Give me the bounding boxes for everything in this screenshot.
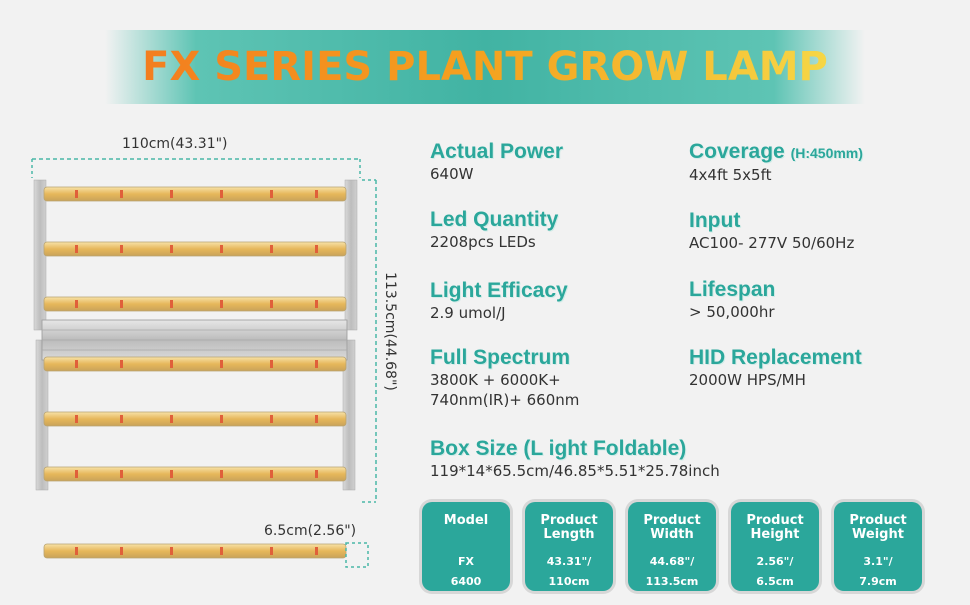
spec-label: Coverage (H:450mm) — [689, 140, 863, 165]
product-illustration — [0, 120, 410, 600]
spec-value: > 50,000hr — [689, 303, 775, 321]
spec-light-efficacy: Light Efficacy 2.9 umol/J — [430, 279, 568, 323]
card-value: 6.5cm — [756, 575, 794, 588]
card-label: Product — [746, 513, 804, 528]
card-label: Width — [650, 527, 694, 542]
card-label: Model — [443, 513, 489, 528]
spec-value: 4x4ft 5x5ft — [689, 166, 772, 184]
card-label: Length — [543, 527, 595, 542]
page-title: FX SERIES PLANT GROW LAMP — [105, 30, 865, 104]
card-value: 3.1"/ — [863, 555, 893, 568]
card-height: Product Height 2.56"/ 6.5cm — [731, 502, 819, 591]
card-value: 2.56"/ — [756, 555, 794, 568]
card-model: Model FX 6400 — [422, 502, 510, 591]
spec-value: 119*14*65.5cm/46.85*5.51*25.78inch — [430, 462, 720, 480]
spec-led-quantity: Led Quantity 2208pcs LEDs — [430, 208, 558, 252]
card-width: Product Width 44.68"/ 113.5cm — [628, 502, 716, 591]
spec-label: Led Quantity — [430, 208, 559, 231]
card-label: Weight — [852, 527, 904, 542]
spec-box-size: Box Size (L ight Foldable) 119*14*65.5cm… — [430, 437, 720, 481]
spec-actual-power: Actual Power 640W — [430, 140, 563, 184]
spec-label: Input — [689, 209, 741, 232]
card-value: 113.5cm — [645, 575, 699, 588]
single-bar-view — [43, 542, 369, 568]
spec-value: 740nm(IR)+ 660nm — [430, 391, 580, 409]
lamp-diagram — [31, 158, 377, 568]
led-bars — [43, 186, 347, 482]
card-label: Height — [750, 527, 800, 542]
spec-value: AC100- 277V 50/60Hz — [689, 234, 855, 252]
spec-lifespan: Lifespan > 50,000hr — [689, 278, 775, 322]
bar-dimension-label: 6.5cm(2.56") — [264, 523, 357, 539]
coverage-label: Coverage — [689, 140, 785, 163]
card-value: 110cm — [548, 575, 590, 588]
spec-label: HID Replacement — [689, 346, 862, 369]
spec-value: 2000W HPS/MH — [689, 371, 806, 389]
spec-label: Box Size (L ight Foldable) — [430, 437, 687, 460]
spec-label: Light Efficacy — [430, 279, 568, 302]
card-value: 6400 — [450, 575, 482, 588]
card-label: Product — [643, 513, 701, 528]
coverage-note: (H:450mm) — [790, 145, 863, 161]
spec-value: 2.9 umol/J — [430, 304, 506, 322]
height-dimension-label: 113.5cm(44.68") — [382, 272, 398, 391]
spec-hid-replacement: HID Replacement 2000W HPS/MH — [689, 346, 862, 390]
card-label: Product — [849, 513, 907, 528]
spec-value: 640W — [430, 165, 474, 183]
spec-value: 3800K + 6000K+ — [430, 371, 561, 389]
card-value: 7.9cm — [859, 575, 897, 588]
title-banner — [105, 30, 865, 104]
card-value: 44.68"/ — [649, 555, 695, 568]
spec-coverage: Coverage (H:450mm) 4x4ft 5x5ft — [689, 140, 863, 185]
spec-label: Lifespan — [689, 278, 776, 301]
card-length: Product Length 43.31"/ 110cm — [525, 502, 613, 591]
card-label: Product — [540, 513, 598, 528]
spec-input: Input AC100- 277V 50/60Hz — [689, 209, 854, 253]
card-value: FX — [458, 555, 474, 568]
card-value: 43.31"/ — [546, 555, 592, 568]
width-dimension-label: 110cm(43.31") — [122, 136, 228, 152]
spec-label: Full Spectrum — [430, 346, 571, 369]
card-weight: Product Weight 3.1"/ 7.9cm — [834, 502, 922, 591]
spec-label: Actual Power — [430, 140, 564, 163]
spec-value: 2208pcs LEDs — [430, 233, 536, 251]
spec-full-spectrum: Full Spectrum 3800K + 6000K+ 740nm(IR)+ … — [430, 346, 579, 410]
